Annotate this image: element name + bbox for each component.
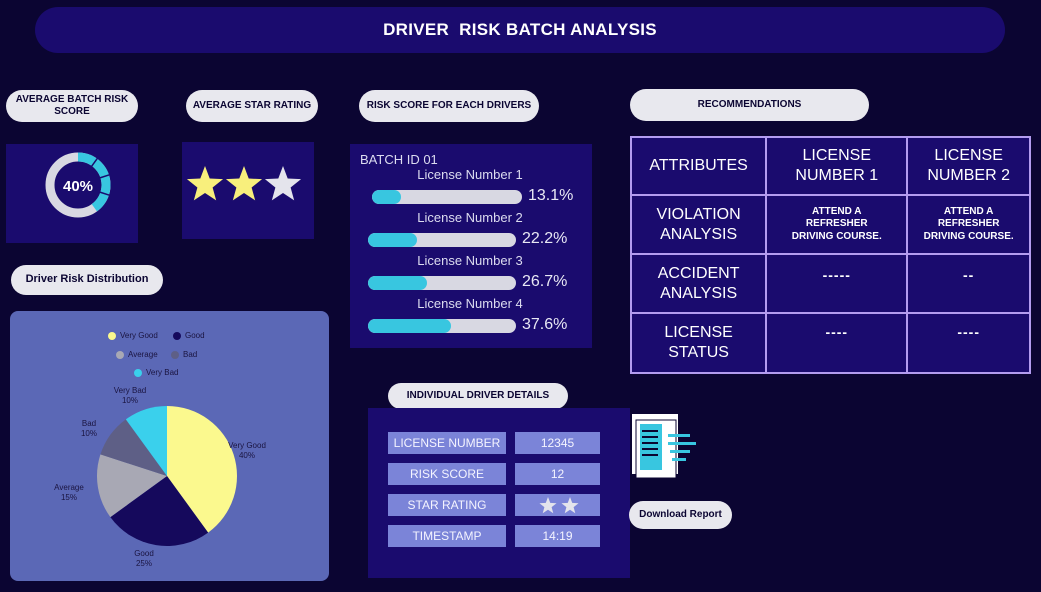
star-icon [225,166,263,201]
risk-bar [372,190,522,204]
attr-violation: VIOLATION ANALYSIS [629,194,768,255]
risk-bar-fill [368,319,452,333]
pie-label-value: 10% [121,395,138,405]
star-rating [538,497,579,514]
license-label: License Number 2 [417,210,523,225]
status-l2: ---- [906,312,1031,374]
header-license-2: LICENSE NUMBER 2 [906,136,1031,196]
pie-label-name: Bad [81,419,97,428]
header-attributes: ATTRIBUTES [629,136,768,196]
detail-label: TIMESTAMP [388,525,506,547]
pie-slice-very-bad [125,406,167,476]
star-icon [538,497,557,514]
detail-label: LICENSE NUMBER [388,432,506,454]
star-icon [560,497,579,514]
pie-label-name: Good [134,549,154,558]
pie-label-value: 10% [80,428,97,438]
risk-bar [368,276,516,290]
table-row: LICENSE STATUS ---- ---- [629,312,1031,374]
detail-value [515,494,600,516]
avg-star-panel [182,142,314,239]
donut-segment-divider [90,157,99,167]
report-document-icon[interactable] [630,412,700,480]
legend-good: Good [173,331,205,340]
download-report-button[interactable]: Download Report [629,501,732,529]
pie-label-value: 15% [60,492,77,502]
status-l1: ---- [765,312,909,374]
star-icon [264,166,302,201]
detail-value: 12345 [515,432,600,454]
detail-value: 12 [515,463,600,485]
table-header-row: ATTRIBUTES LICENSE NUMBER 1 LICENSE NUMB… [629,136,1031,196]
avg-star-label: AVERAGE STAR RATING [186,90,318,122]
donut-segment-divider [99,174,110,179]
distribution-label: Driver Risk Distribution [11,265,163,295]
pie-label-value: 40% [238,450,255,460]
detail-label: STAR RATING [388,494,506,516]
donut-segment-divider [99,191,110,196]
risk-percent: 37.6% [522,316,568,333]
table-row: VIOLATION ANALYSIS ATTEND A REFRESHER DR… [629,194,1031,255]
pie-card: Very Good Good Average Bad Very Bad Very… [10,311,329,581]
risk-percent: 13.1% [528,187,574,204]
avg-risk-label: AVERAGE BATCH RISK SCORE [6,90,138,122]
pie-label: Very Good 40% [227,441,267,460]
pie-label: Good 25% [124,549,164,568]
recommendations-table: ATTRIBUTES LICENSE NUMBER 1 LICENSE NUMB… [629,136,1031,374]
license-label: License Number 1 [417,167,523,182]
page-title: DRIVER RISK BATCH ANALYSIS [35,7,1005,53]
risk-bar [368,233,516,247]
donut-fill [45,152,111,218]
pie-slice-bad [100,419,167,476]
attr-accident: ACCIDENT ANALYSIS [629,253,768,314]
avg-star-rating [186,166,302,201]
pie-slice-average [97,454,167,518]
accident-l1: ----- [765,253,909,314]
pie-slice-good [110,476,209,546]
star-icon [186,166,224,201]
legend-very-good: Very Good [108,331,158,340]
pie-slice-very-good [167,406,237,533]
pie-label: Very Bad 10% [110,386,150,405]
detail-value: 14:19 [515,525,600,547]
avg-risk-donut: 40% [45,152,111,218]
avg-risk-panel: 40% [6,144,138,243]
risk-bar [368,319,516,333]
accident-l2: -- [906,253,1031,314]
risk-bar-fill [368,276,428,290]
pie-label-name: Very Bad [113,386,147,395]
risk-score-label: RISK SCORE FOR EACH DRIVERS [359,90,539,122]
pie-label: Average 15% [49,483,89,502]
violation-l1: ATTEND A REFRESHER DRIVING COURSE. [765,194,909,255]
legend-bad: Bad [171,350,197,359]
violation-l2: ATTEND A REFRESHER DRIVING COURSE. [906,194,1031,255]
pie-label-name: Average [54,483,84,492]
risk-percent: 22.2% [522,230,568,247]
batch-id: BATCH ID 01 [360,152,438,167]
risk-bar-fill [368,233,418,247]
pie-label-name: Very Good [228,441,266,450]
avg-risk-value: 40% [63,178,93,195]
risk-percent: 26.7% [522,273,568,290]
legend-very-bad: Very Bad [134,368,178,377]
table-row: ACCIDENT ANALYSIS ----- -- [629,253,1031,314]
license-label: License Number 3 [417,253,523,268]
recommendations-label: RECOMMENDATIONS [630,89,869,121]
attr-license-status: LICENSE STATUS [629,312,768,374]
legend-average: Average [116,350,158,359]
risk-bar-fill [372,190,402,204]
pie-chart [97,406,237,546]
driver-details-label: INDIVIDUAL DRIVER DETAILS [388,383,568,409]
header-license-1: LICENSE NUMBER 1 [765,136,909,196]
pie-label-value: 25% [135,558,152,568]
pie-label: Bad 10% [69,419,109,438]
license-label: License Number 4 [417,296,523,311]
detail-label: RISK SCORE [388,463,506,485]
